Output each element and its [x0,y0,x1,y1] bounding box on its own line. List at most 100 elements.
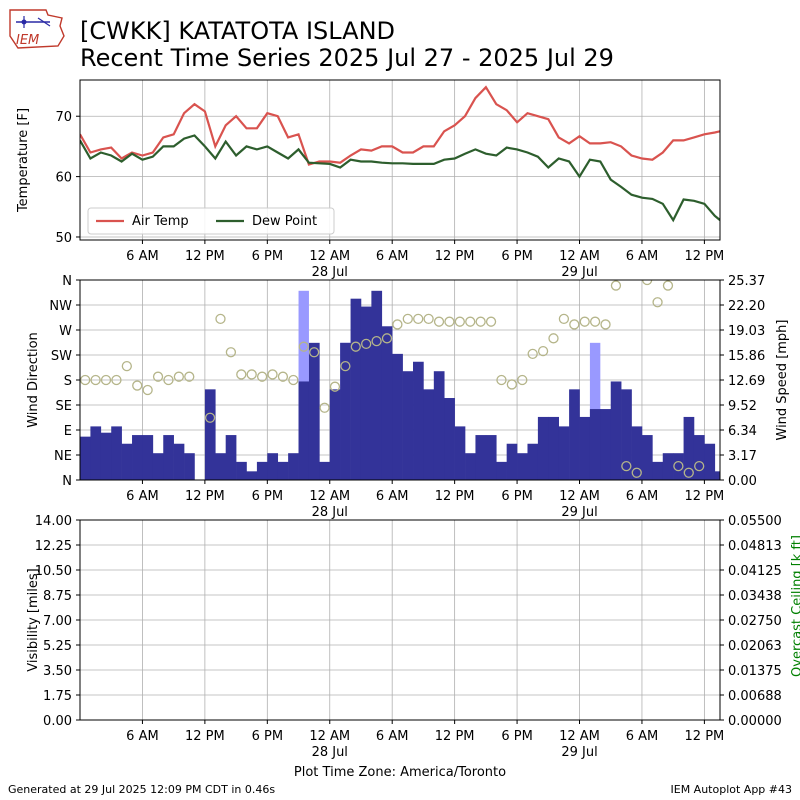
wind-direction-point [496,374,507,386]
y2-tick-label: 0.00000 [728,714,782,729]
generated-footer: Generated at 29 Jul 2025 12:09 PM CDT in… [8,783,276,796]
x-tick-label: 12 AM [309,489,350,504]
wind-direction-point [392,319,403,330]
y2-tick-label: 0.05500 [728,514,782,529]
wind-speed-bar [319,461,331,480]
wind-speed-bar [621,389,632,480]
x-tick-label: 6 AM [626,729,659,744]
wind-direction-point [340,360,351,372]
wind-speed-bar [610,381,622,480]
y2-tick-label: 22.20 [728,299,765,314]
x-tick-label: 6 AM [376,249,409,264]
wind-direction-point [621,460,632,472]
wind-speed-bar [371,290,383,480]
wind-direction-point [579,316,590,327]
x-axis-label: Plot Time Zone: America/Toronto [293,765,507,780]
wind-direction-point [517,374,528,386]
x-tick-date-label: 29 Jul [561,745,597,760]
y-tick-label: 70 [55,110,72,125]
y-tick-label: 12.25 [35,539,72,554]
wind-direction-point [184,371,195,382]
wind-direction-point [173,371,185,382]
y2-tick-label: 19.03 [728,324,765,339]
wind-speed-bar [444,398,455,480]
wind-speed-bar [454,426,466,480]
x-tick-label: 12 PM [185,729,225,744]
wind-speed-bar [485,435,497,480]
y2-axis-label: Wind Speed [mph] [775,320,790,441]
wind-speed-bar [537,416,549,480]
y-tick-label: S [64,374,72,389]
wind-direction-point [642,280,653,286]
wind-speed-bar [111,426,122,480]
wind-direction-point [402,313,413,325]
wind-speed-bar [465,453,476,480]
y2-tick-label: 15.86 [728,349,765,364]
x-tick-label: 6 PM [252,729,283,744]
y-tick-label: NW [49,299,72,314]
y-tick-label: E [64,424,72,439]
wind-speed-bar [714,471,720,480]
x-tick-label: 12 AM [559,729,600,744]
x-tick-label: 6 AM [126,489,159,504]
wind-speed-bar [100,432,112,480]
wind-direction-point [132,380,143,391]
y-tick-label: 8.75 [43,589,72,604]
wind-speed-bar [90,426,102,480]
wind-speed-bar [641,435,653,480]
x-tick-label: 6 AM [126,249,159,264]
wind-speed-bar [225,435,237,480]
x-tick-label: 12 PM [685,489,725,504]
wind-direction-point [527,348,538,360]
y2-tick-label: 6.34 [728,424,757,439]
air-temp-line [80,85,720,166]
wind-speed-bar [631,426,643,480]
wind-speed-bar [381,326,393,480]
wind-speed-bar [402,371,414,480]
y-tick-label: NE [54,449,72,464]
wind-speed-bar [256,461,268,480]
wind-speed-bar [652,461,664,480]
legend-label: Dew Point [252,214,317,229]
wind-direction-point [288,374,299,386]
y-tick-label: N [62,474,72,489]
wind-speed-bar [163,435,174,480]
wind-direction-point [152,371,164,382]
plot-area-1 [80,85,720,223]
panel-frame [79,79,721,241]
wind-direction-point [610,280,622,291]
y2-tick-label: 0.02750 [728,614,782,629]
wind-speed-bar [204,389,216,480]
x-tick-label: 6 AM [126,729,159,744]
wind-direction-point [236,369,247,380]
wind-speed-bar [433,371,445,480]
wind-speed-bar [236,461,247,480]
wind-direction-point [163,374,174,386]
x-tick-date-label: 28 Jul [312,505,348,520]
wind-speed-bar [423,389,435,480]
wind-speed-bar [579,416,591,480]
wind-direction-point [465,316,476,327]
dew-point-line [80,134,720,223]
wind-speed-bar [288,453,299,480]
wind-speed-bar [413,361,424,480]
x-tick-label: 12 PM [435,249,475,264]
x-tick-date-label: 29 Jul [561,265,597,280]
wind-speed-bar [152,453,164,480]
wind-direction-point [329,381,341,392]
y-axis-label: Wind Direction [26,332,41,428]
wind-speed-bar [506,443,518,480]
wind-speed-bar [298,381,310,480]
x-tick-label: 12 PM [685,729,725,744]
x-tick-label: 6 PM [501,729,532,744]
wind-direction-point [308,347,320,358]
wind-speed-bar [693,435,705,480]
wind-speed-bar [173,443,185,480]
wind-direction-point [350,341,361,352]
wind-direction-point [256,371,268,382]
legend [87,207,335,235]
logo-text: IEM [16,33,39,48]
x-tick-label: 6 AM [626,489,659,504]
y2-tick-label: 0.00 [728,474,757,489]
